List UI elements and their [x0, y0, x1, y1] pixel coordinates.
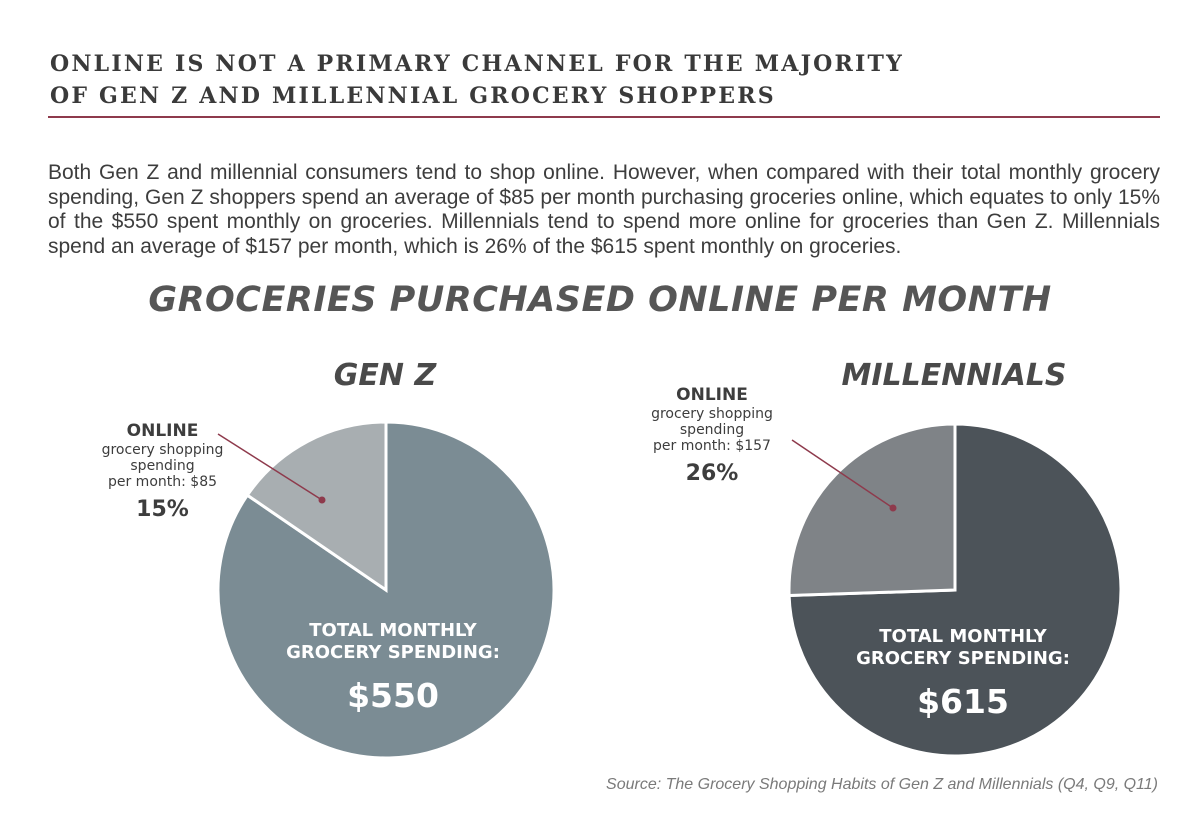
- genz-leader-dot: [318, 496, 326, 504]
- genz-online-desc-3: per month: $85: [107, 474, 218, 490]
- genz-online-desc-2: spending: [130, 458, 195, 474]
- millennials-leader-dot: [889, 504, 897, 512]
- millennials-online-slice: [787, 422, 957, 598]
- heading-line-2: OF GEN Z AND MILLENNIAL GROCERY SHOPPERS: [50, 83, 776, 109]
- millennials-pie-title: MILLENNIALS: [841, 358, 1067, 393]
- genz-pie-title: GEN Z: [333, 358, 437, 393]
- section-heading: ONLINE IS NOT A PRIMARY CHANNEL FOR THE …: [50, 48, 1160, 112]
- chart-title: GROCERIES PURCHASED ONLINE PER MONTH: [148, 280, 1052, 320]
- genz-total-amount: $550: [347, 676, 439, 715]
- millennials-online-desc-2: spending: [679, 422, 745, 438]
- millennials-online-percent: 26%: [685, 461, 739, 486]
- millennials-total-line-1: TOTAL MONTHLY: [879, 626, 1047, 647]
- genz-online-label: ONLINE: [126, 421, 199, 441]
- genz-online-callout: ONLINE grocery shopping spending per mon…: [80, 420, 245, 526]
- intro-paragraph: Both Gen Z and millennial consumers tend…: [48, 161, 1160, 258]
- millennials-leader-line: [791, 439, 894, 509]
- millennials-online-label: ONLINE: [676, 385, 748, 405]
- millennials-total-label: TOTAL MONTHLY GROCERY SPENDING: $615: [832, 626, 1094, 724]
- genz-online-slice: [245, 420, 388, 593]
- heading-divider: [48, 116, 1160, 118]
- heading-line-1: ONLINE IS NOT A PRIMARY CHANNEL FOR THE …: [50, 51, 904, 77]
- millennials-total-amount: $615: [917, 682, 1009, 721]
- millennials-online-desc-3: per month: $157: [653, 438, 771, 454]
- genz-online-desc-1: grocery shopping: [101, 442, 224, 458]
- millennials-online-callout: ONLINE grocery shopping spending per mon…: [632, 384, 792, 490]
- genz-leader-line: [217, 433, 323, 501]
- millennials-online-desc-1: grocery shopping: [651, 406, 773, 422]
- genz-total-line-1: TOTAL MONTHLY: [309, 620, 477, 641]
- source-note: Source: The Grocery Shopping Habits of G…: [606, 776, 1158, 793]
- millennials-total-line-2: GROCERY SPENDING:: [856, 648, 1070, 669]
- genz-total-label: TOTAL MONTHLY GROCERY SPENDING: $550: [262, 620, 524, 718]
- genz-total-line-2: GROCERY SPENDING:: [286, 642, 500, 663]
- genz-online-percent: 15%: [136, 497, 189, 522]
